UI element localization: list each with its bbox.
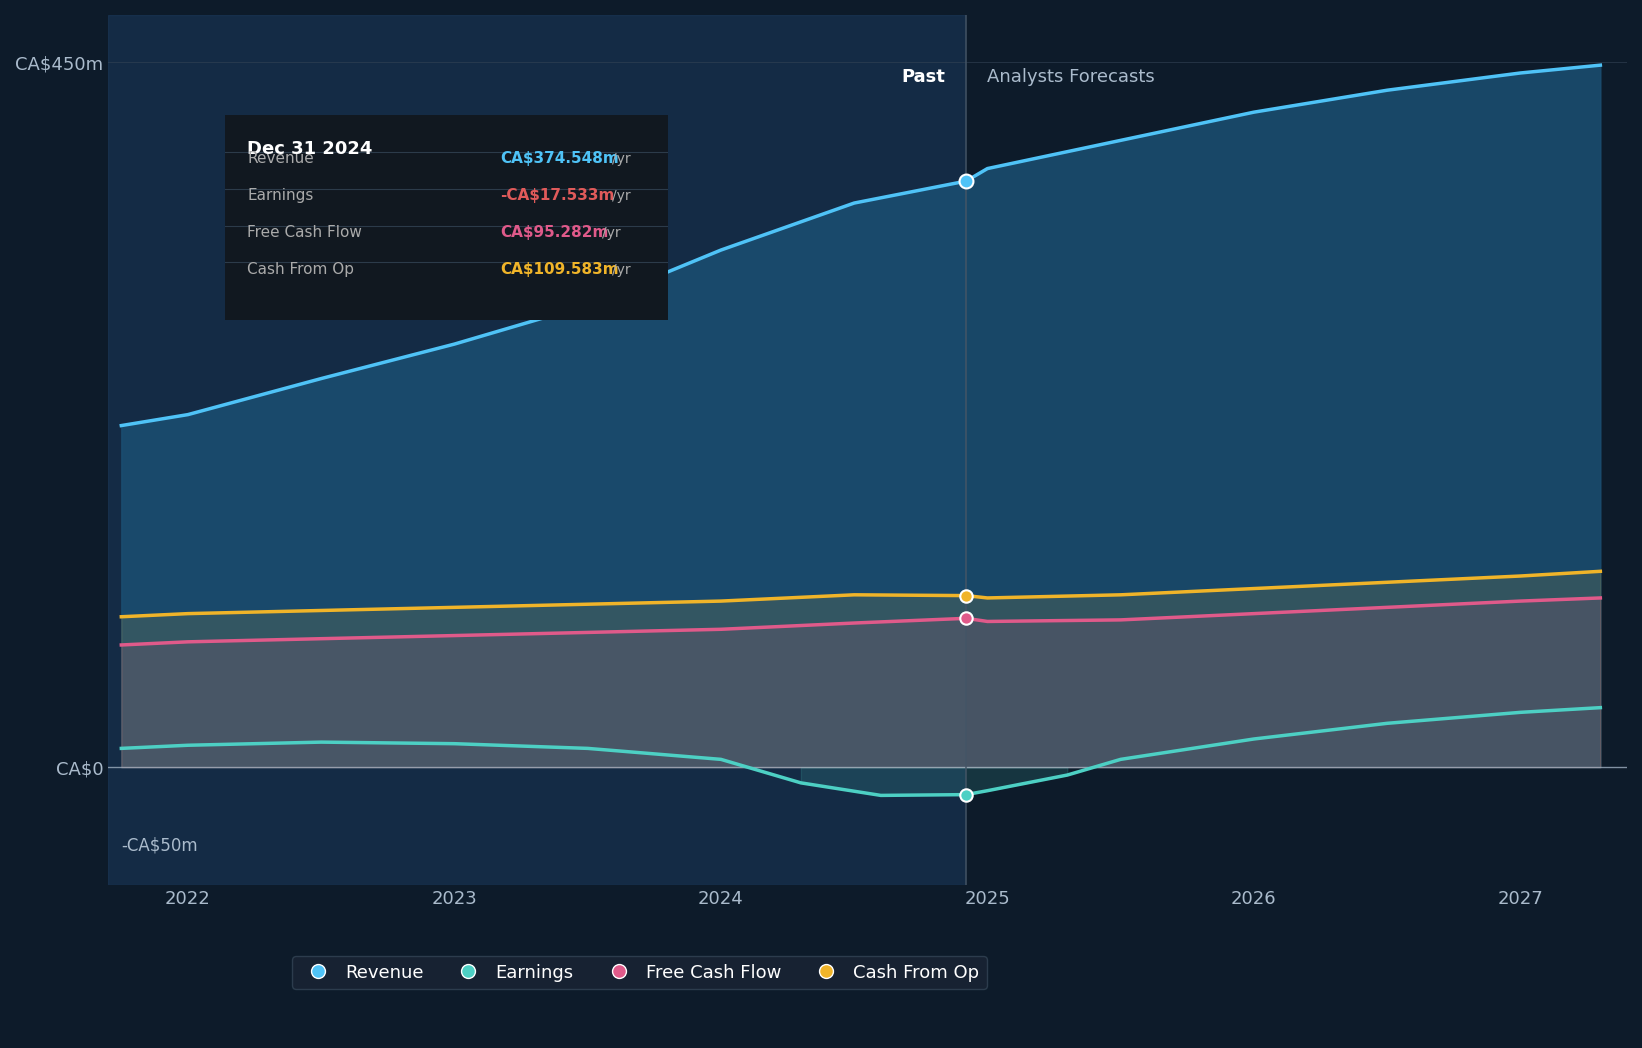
Text: Past: Past bbox=[901, 68, 944, 86]
Text: CA$95.282m: CA$95.282m bbox=[499, 225, 608, 240]
Bar bbox=[108, 15, 965, 885]
Text: -CA$50m: -CA$50m bbox=[122, 836, 199, 854]
Text: CA$374.548m: CA$374.548m bbox=[499, 151, 619, 167]
Text: Revenue: Revenue bbox=[248, 151, 314, 167]
Point bbox=[952, 173, 979, 190]
Text: /yr: /yr bbox=[611, 263, 631, 277]
Text: /yr: /yr bbox=[611, 152, 631, 167]
Bar bbox=[965, 15, 1627, 885]
Text: -CA$17.533m: -CA$17.533m bbox=[499, 189, 614, 203]
Point bbox=[952, 587, 979, 604]
Text: Free Cash Flow: Free Cash Flow bbox=[248, 225, 361, 240]
Legend: Revenue, Earnings, Free Cash Flow, Cash From Op: Revenue, Earnings, Free Cash Flow, Cash … bbox=[292, 957, 987, 988]
Text: Analysts Forecasts: Analysts Forecasts bbox=[987, 68, 1156, 86]
Point bbox=[952, 786, 979, 803]
Point bbox=[952, 610, 979, 627]
Text: Dec 31 2024: Dec 31 2024 bbox=[248, 139, 373, 158]
Text: Earnings: Earnings bbox=[248, 189, 314, 203]
Text: CA$109.583m: CA$109.583m bbox=[499, 262, 619, 277]
Text: /yr: /yr bbox=[611, 189, 631, 203]
Text: /yr: /yr bbox=[601, 226, 621, 240]
Text: Cash From Op: Cash From Op bbox=[248, 262, 355, 277]
